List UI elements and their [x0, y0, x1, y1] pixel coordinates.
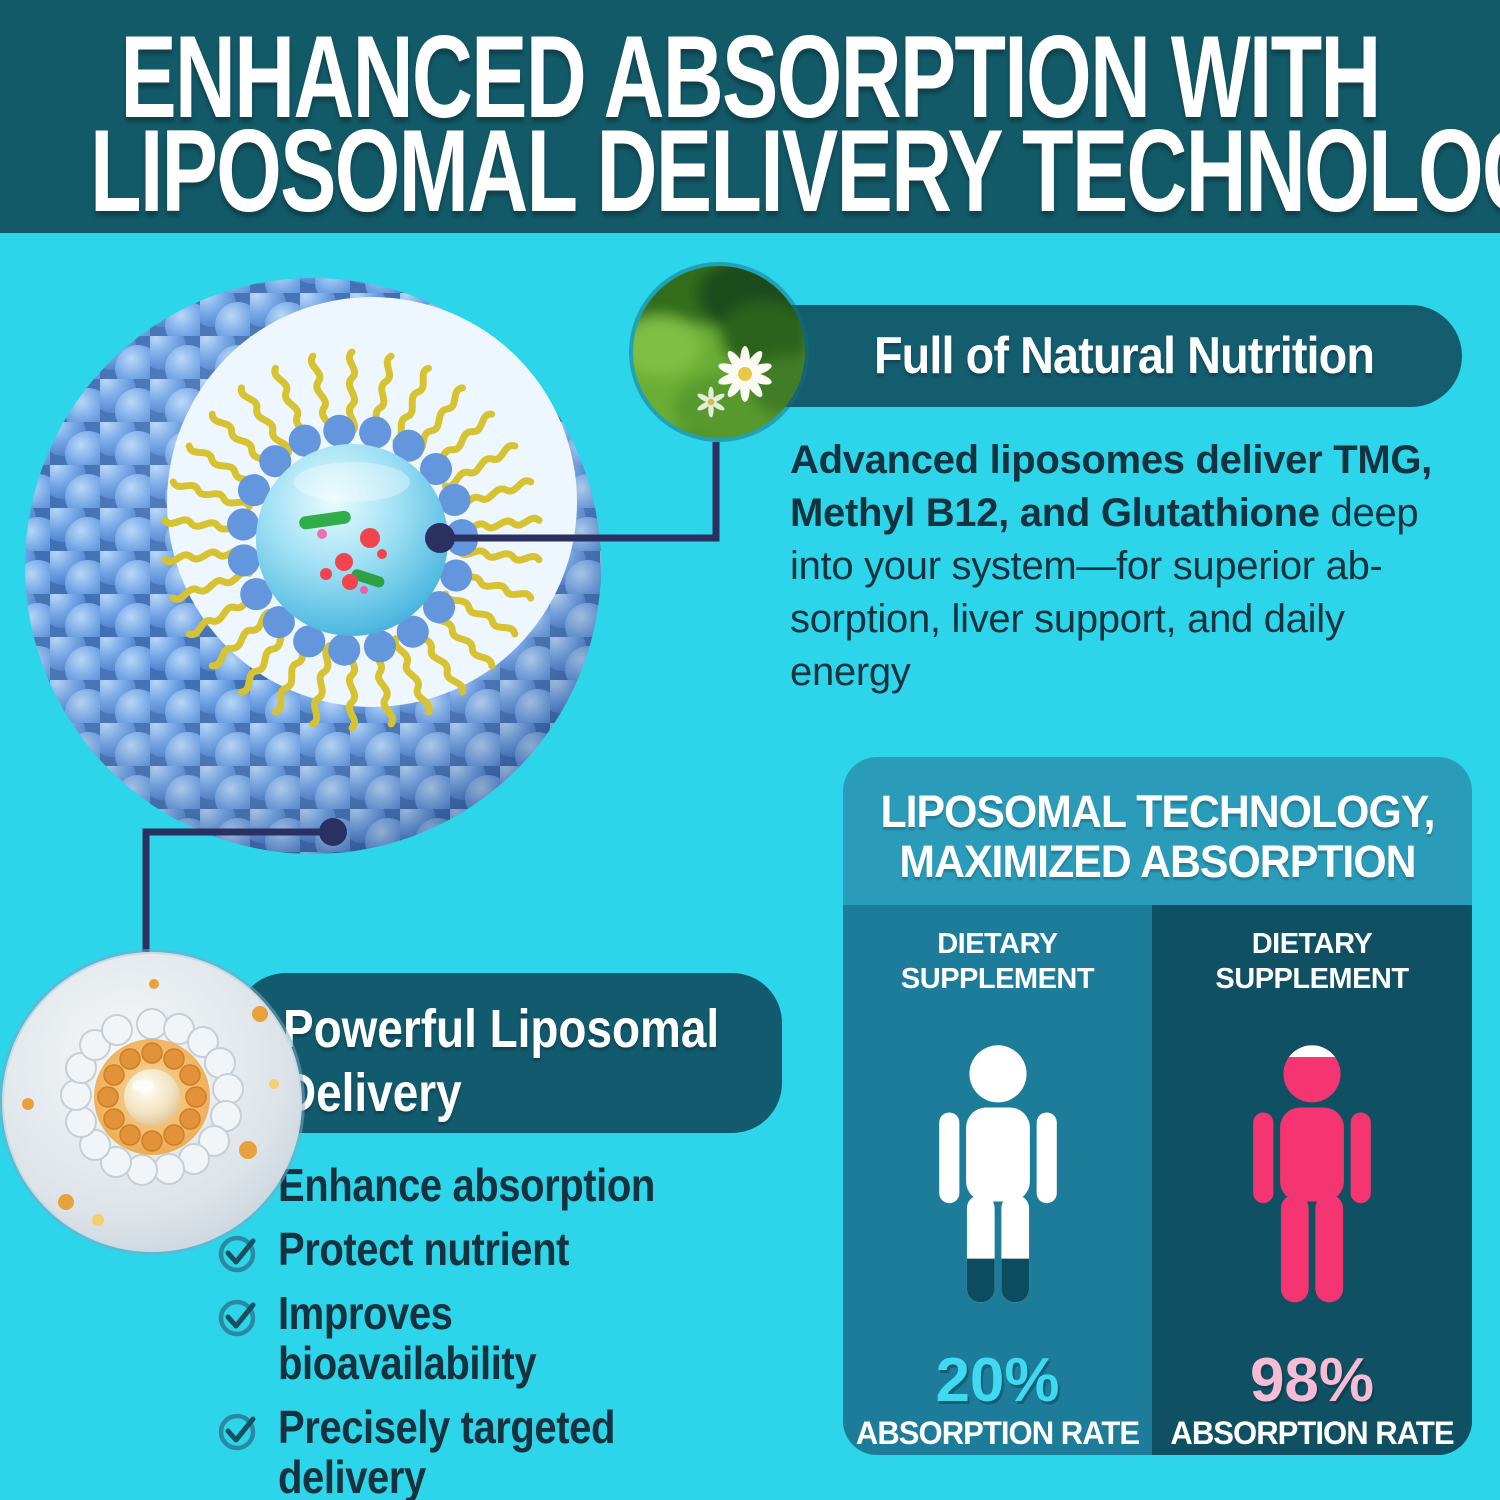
comparison-column-supplement: DIETARY SUPPLEMENT: [843, 905, 1152, 1455]
absorption-fill-low: [938, 1258, 1057, 1303]
check-icon: [218, 1413, 256, 1451]
list-item-label: Protect nutrient: [278, 1223, 569, 1275]
delivery-title-line2: Delivery: [283, 1063, 462, 1123]
liposome-core: [256, 444, 448, 636]
header-band: ENHANCED ABSORPTION WITH LIPOSOMAL DELIV…: [0, 0, 1500, 233]
page-title-line2: LIPOSOMAL DELIVERY TECHNOLOGY: [90, 106, 1500, 237]
absorption-percent-high: 98%: [1249, 1346, 1375, 1415]
daisy-icon: [718, 346, 772, 402]
list-item: Improves bioavailability: [214, 1288, 794, 1388]
comparison-column-liposomal: DIETARY SUPPLEMENT: [1152, 905, 1472, 1455]
list-item: Precisely targeted delivery: [214, 1402, 794, 1500]
benefits-checklist: Enhance absorption Protect nutrient Impr…: [214, 1160, 794, 1500]
absorption-comparison-card: LIPOSOMAL TECHNOLOGY, MAXIMIZED ABSORPTI…: [843, 757, 1472, 1455]
column-label-line1: DIETARY: [937, 928, 1058, 960]
nutrition-title-bar: Full of Natural Nutrition: [700, 305, 1462, 407]
nutrition-line: Methyl B12, and Glutathione deep: [790, 491, 1419, 535]
nutrition-line: energy: [790, 650, 911, 694]
absorption-caption: ABSORPTION RATE: [1170, 1415, 1454, 1451]
nutrition-line: into your system—for superior ab-: [790, 544, 1383, 588]
vesicle-orange-ring: [97, 1042, 207, 1152]
list-item: Protect nutrient: [214, 1224, 794, 1274]
absorption-fill-remainder: [1253, 1045, 1371, 1058]
check-icon: [218, 1235, 256, 1273]
list-item-label: Enhance absorption: [278, 1159, 655, 1211]
nutrition-title: Full of Natural Nutrition: [874, 327, 1375, 385]
nutrition-paragraph: Advanced liposomes deliver TMG, Methyl B…: [790, 434, 1500, 699]
delivery-title-line1: Powerful Liposomal: [283, 999, 720, 1059]
list-item-label: Improves bioavailability: [278, 1287, 537, 1389]
moss-photo: [633, 266, 805, 438]
column-label-line2: SUPPLEMENT: [1215, 963, 1409, 995]
vesicle-bubble-ring: [60, 1008, 244, 1186]
vesicle-photo: [2, 952, 302, 1252]
person-icon: [938, 1045, 1057, 1303]
check-icon: [218, 1299, 256, 1337]
person-icon: [1253, 1045, 1371, 1303]
column-label-line1: DIETARY: [1251, 928, 1373, 960]
absorption-percent-low: 20%: [935, 1346, 1060, 1415]
nutrition-line: sorption, liver support, and daily: [790, 597, 1345, 641]
comparison-title-line2: MAXIMIZED ABSORPTION: [899, 836, 1416, 887]
page-title-line1: ENHANCED ABSORPTION WITH: [120, 12, 1381, 143]
absorption-caption: ABSORPTION RATE: [855, 1415, 1140, 1451]
delivery-title-box: Powerful Liposomal Delivery: [236, 973, 782, 1133]
comparison-title-line1: LIPOSOMAL TECHNOLOGY,: [880, 786, 1435, 837]
column-label-line2: SUPPLEMENT: [900, 963, 1095, 995]
list-item: Enhance absorption: [214, 1160, 794, 1210]
liposome-3d-illustration: [25, 278, 601, 854]
nutrition-line: Advanced liposomes deliver TMG,: [790, 438, 1432, 482]
list-item-label: Precisely targeted delivery: [278, 1401, 615, 1500]
